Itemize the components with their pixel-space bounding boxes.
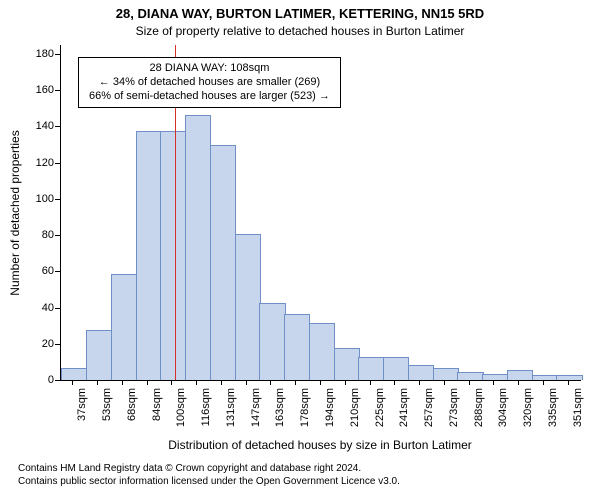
histogram-bar: [235, 234, 261, 380]
x-tick-label: 68sqm: [126, 388, 138, 448]
histogram-bar: [309, 323, 335, 380]
y-axis-label: Number of detached properties: [8, 113, 22, 313]
histogram-bar: [556, 375, 582, 380]
x-tick-label: 100sqm: [175, 388, 187, 448]
x-tick-mark: [97, 380, 98, 385]
annotation-line-2: ← 34% of detached houses are smaller (26…: [89, 76, 330, 90]
x-tick-label: 320sqm: [522, 388, 534, 448]
x-tick-mark: [394, 380, 395, 385]
x-tick-mark: [147, 380, 148, 385]
histogram-bar: [433, 368, 459, 380]
x-tick-label: 288sqm: [473, 388, 485, 448]
x-tick-mark: [493, 380, 494, 385]
x-tick-label: 304sqm: [497, 388, 509, 448]
histogram-bar: [532, 375, 558, 380]
x-tick-label: 210sqm: [349, 388, 361, 448]
histogram-bar: [111, 274, 137, 380]
y-tick-mark: [55, 271, 60, 272]
histogram-bar: [482, 374, 508, 380]
x-tick-mark: [196, 380, 197, 385]
histogram-bar: [185, 115, 211, 380]
annotation-box: 28 DIANA WAY: 108sqm← 34% of detached ho…: [78, 57, 341, 108]
histogram-bar: [86, 330, 112, 380]
histogram-bar: [457, 372, 483, 380]
x-tick-label: 241sqm: [398, 388, 410, 448]
x-tick-mark: [444, 380, 445, 385]
y-tick-mark: [55, 344, 60, 345]
y-tick-mark: [55, 235, 60, 236]
footer-line-1: Contains HM Land Registry data © Crown c…: [18, 462, 400, 475]
y-tick-label: 40: [26, 302, 54, 314]
y-tick-label: 20: [26, 338, 54, 350]
x-tick-label: 178sqm: [299, 388, 311, 448]
y-tick-label: 180: [26, 48, 54, 60]
histogram-bar: [210, 145, 236, 380]
y-tick-label: 80: [26, 229, 54, 241]
x-tick-label: 225sqm: [374, 388, 386, 448]
histogram-bar: [160, 131, 186, 380]
x-tick-label: 257sqm: [423, 388, 435, 448]
annotation-line-1: 28 DIANA WAY: 108sqm: [89, 62, 330, 76]
y-tick-label: 100: [26, 193, 54, 205]
histogram-bar: [136, 131, 162, 380]
x-tick-mark: [270, 380, 271, 385]
x-tick-label: 273sqm: [448, 388, 460, 448]
footer-line-2: Contains public sector information licen…: [18, 475, 400, 488]
y-tick-label: 140: [26, 120, 54, 132]
x-tick-label: 37sqm: [76, 388, 88, 448]
x-tick-mark: [419, 380, 420, 385]
y-tick-mark: [55, 126, 60, 127]
y-tick-mark: [55, 163, 60, 164]
y-tick-label: 0: [26, 374, 54, 386]
y-tick-mark: [55, 380, 60, 381]
x-tick-mark: [246, 380, 247, 385]
y-tick-label: 60: [26, 265, 54, 277]
y-tick-mark: [55, 199, 60, 200]
x-tick-mark: [171, 380, 172, 385]
x-tick-label: 84sqm: [151, 388, 163, 448]
chart-subtitle: Size of property relative to detached ho…: [0, 24, 600, 38]
x-tick-mark: [72, 380, 73, 385]
y-tick-mark: [55, 90, 60, 91]
footer-attribution: Contains HM Land Registry data © Crown c…: [18, 462, 400, 488]
y-tick-mark: [55, 54, 60, 55]
y-tick-label: 160: [26, 84, 54, 96]
x-tick-mark: [543, 380, 544, 385]
histogram-bar: [259, 303, 285, 380]
x-tick-label: 335sqm: [547, 388, 559, 448]
x-tick-label: 351sqm: [572, 388, 584, 448]
histogram-bar: [61, 368, 87, 380]
histogram-bar: [507, 370, 533, 380]
x-tick-label: 131sqm: [225, 388, 237, 448]
x-tick-mark: [370, 380, 371, 385]
histogram-bar: [284, 314, 310, 380]
x-tick-mark: [221, 380, 222, 385]
x-tick-mark: [469, 380, 470, 385]
x-tick-label: 53sqm: [101, 388, 113, 448]
histogram-bar: [358, 357, 384, 380]
x-tick-label: 194sqm: [324, 388, 336, 448]
chart-title: 28, DIANA WAY, BURTON LATIMER, KETTERING…: [0, 6, 600, 21]
x-tick-label: 116sqm: [200, 388, 212, 448]
x-tick-mark: [345, 380, 346, 385]
x-tick-mark: [568, 380, 569, 385]
x-tick-label: 163sqm: [274, 388, 286, 448]
histogram-bar: [334, 348, 360, 380]
x-tick-mark: [320, 380, 321, 385]
x-tick-mark: [122, 380, 123, 385]
x-tick-mark: [295, 380, 296, 385]
y-tick-mark: [55, 308, 60, 309]
chart-container: 28, DIANA WAY, BURTON LATIMER, KETTERING…: [0, 0, 600, 500]
histogram-bar: [408, 365, 434, 380]
x-tick-label: 147sqm: [250, 388, 262, 448]
x-tick-mark: [518, 380, 519, 385]
annotation-line-3: 66% of semi-detached houses are larger (…: [89, 90, 330, 104]
histogram-bar: [383, 357, 409, 380]
y-tick-label: 120: [26, 157, 54, 169]
